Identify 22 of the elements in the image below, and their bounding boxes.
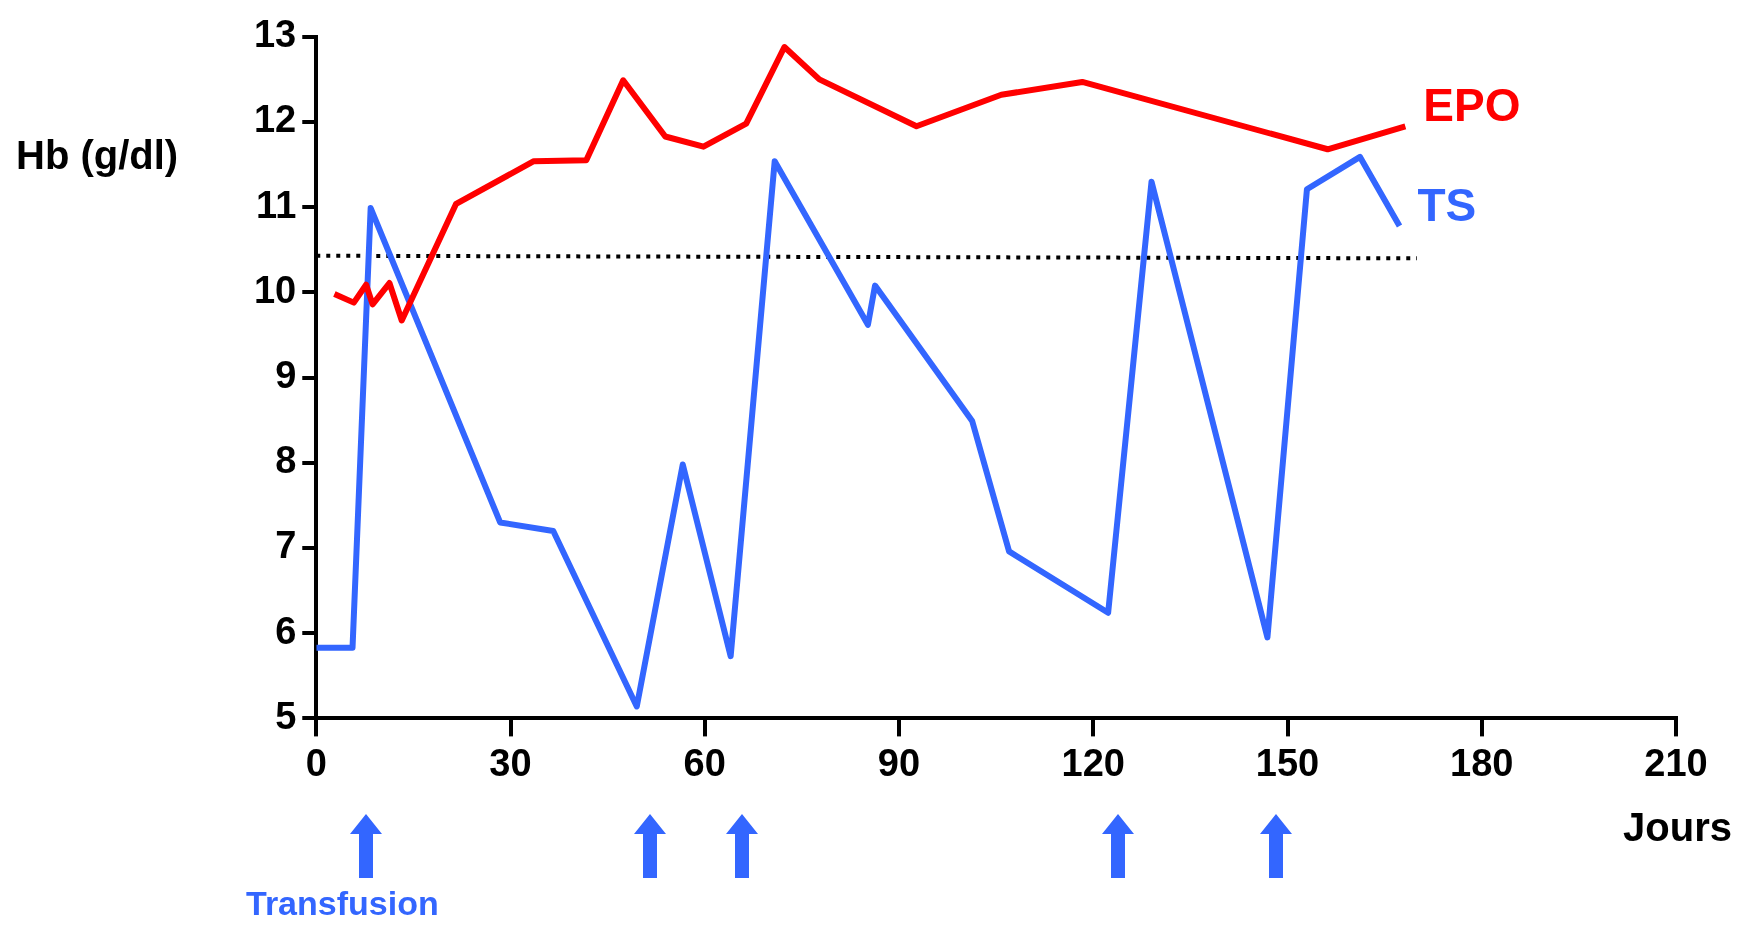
x-tick-label: 180 — [1450, 741, 1514, 784]
x-tick-label: 60 — [683, 741, 726, 784]
text: Transfusion — [246, 884, 439, 923]
x-axis-title: Jours — [1623, 805, 1732, 850]
series-label: EPO — [1423, 78, 1521, 131]
x-tick-label: 150 — [1255, 741, 1320, 784]
y-tick-label: 10 — [253, 268, 297, 311]
x-tick-label: 30 — [489, 741, 532, 784]
y-tick-label: 12 — [253, 98, 297, 141]
y-tick-label: 13 — [253, 13, 297, 56]
y-tick-label: 11 — [256, 183, 297, 226]
x-tick-label: 90 — [877, 741, 921, 784]
y-tick-label: 6 — [275, 609, 297, 652]
series-label: TS — [1417, 178, 1477, 231]
y-tick-label: 7 — [275, 524, 297, 567]
x-tick-label: 0 — [305, 741, 327, 784]
y-tick-label: 9 — [275, 354, 297, 397]
y-tick-label: 8 — [275, 439, 297, 482]
x-tick-label: 120 — [1061, 741, 1125, 784]
y-tick-label: 5 — [275, 694, 297, 737]
y-axis-title: Hb (g/dl) — [16, 133, 179, 178]
x-tick-label: 210 — [1644, 741, 1708, 784]
